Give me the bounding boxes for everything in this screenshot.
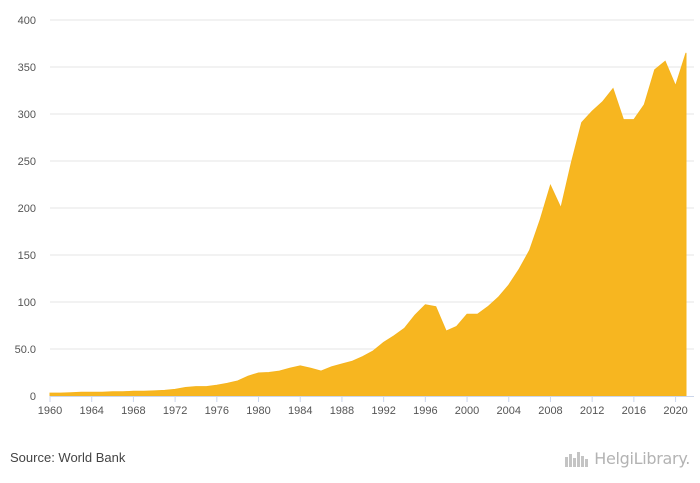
x-tick-label: 2004 [497,405,521,417]
x-tick-label: 1972 [163,405,187,417]
y-tick-label: 300 [18,109,36,121]
plot-area [49,52,687,397]
x-tick-label: 1984 [288,405,312,417]
y-axis: 0 50.0 100 150 200 250 300 350 400 [15,15,36,403]
x-tick-label: 1960 [38,405,62,417]
x-tick-label: 1996 [413,405,437,417]
x-tick-label: 2000 [455,405,479,417]
city-skyline-icon [565,452,589,467]
x-tick-label: 2016 [622,405,646,417]
x-axis: 1960 1964 1968 1972 1976 1980 1984 1988 1992 1996… [38,396,694,417]
area-chart: 1960 1964 1968 1972 1976 1980 1984 1988 1992 1996… [15,15,694,417]
y-tick-label: 50.0 [15,344,36,356]
chart-footer: Source: World Bank HelgiLibrary. [0,440,700,483]
y-tick-label: 100 [18,297,36,309]
y-tick-label: 150 [18,250,36,262]
gridlines [50,19,694,350]
x-tick-label: 2008 [538,405,562,417]
series-area [49,52,687,397]
x-tick-label: 1980 [246,405,270,417]
x-tick-label: 2012 [580,405,604,417]
x-tick-label: 1976 [205,405,229,417]
x-tick-label: 1964 [79,405,103,417]
logo-text: HelgiLibrary. [594,448,690,468]
y-tick-label: 0 [30,391,36,403]
y-tick-label: 350 [18,62,36,74]
x-tick-label: 2020 [663,405,687,417]
x-tick-label: 1968 [121,405,145,417]
x-tick-label: 1992 [371,405,395,417]
x-tick-label: 1988 [330,405,354,417]
y-tick-label: 200 [18,203,36,215]
y-tick-label: 250 [18,156,36,168]
source-note: Source: World Bank [10,450,126,465]
y-tick-label: 400 [18,15,36,27]
helgi-library-logo[interactable]: HelgiLibrary. [564,446,690,470]
